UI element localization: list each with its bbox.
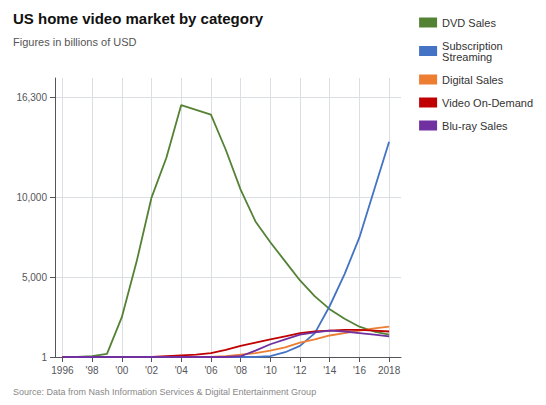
svg-text:Digital Sales: Digital Sales <box>442 74 504 86</box>
svg-text:'12: '12 <box>293 365 306 376</box>
svg-text:Source: Data from Nash Informa: Source: Data from Nash Information Servi… <box>13 387 316 397</box>
svg-text:US home video market by catego: US home video market by category <box>13 10 264 27</box>
svg-text:1996: 1996 <box>51 365 74 376</box>
svg-text:'16: '16 <box>353 365 366 376</box>
svg-text:DVD Sales: DVD Sales <box>442 17 496 29</box>
svg-text:2018: 2018 <box>378 365 401 376</box>
svg-text:Video On-Demand: Video On-Demand <box>442 97 533 109</box>
svg-text:'14: '14 <box>323 365 336 376</box>
svg-text:16,300: 16,300 <box>16 92 47 103</box>
svg-text:Streaming: Streaming <box>442 51 492 63</box>
svg-text:'06: '06 <box>204 365 217 376</box>
svg-text:'00: '00 <box>115 365 128 376</box>
svg-text:'08: '08 <box>234 365 247 376</box>
svg-text:'02: '02 <box>145 365 158 376</box>
svg-text:10,000: 10,000 <box>16 192 47 203</box>
svg-text:'10: '10 <box>264 365 277 376</box>
svg-text:1: 1 <box>41 352 47 363</box>
svg-text:5,000: 5,000 <box>22 272 47 283</box>
svg-text:'98: '98 <box>86 365 99 376</box>
svg-text:'04: '04 <box>175 365 188 376</box>
svg-text:Figures in billions of USD: Figures in billions of USD <box>13 36 137 48</box>
svg-text:Subscription: Subscription <box>442 39 503 52</box>
svg-text:Blu-ray Sales: Blu-ray Sales <box>442 120 508 132</box>
